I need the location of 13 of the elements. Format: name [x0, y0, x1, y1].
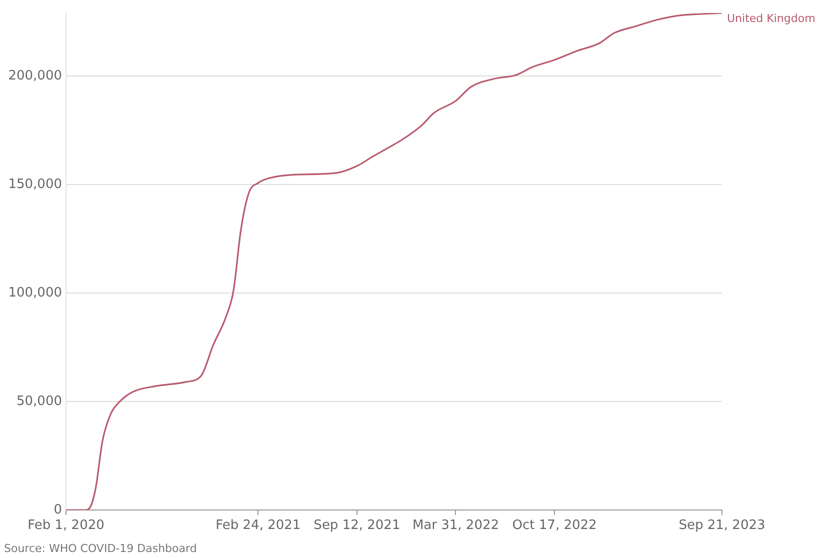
y-tick-label: 100,000 — [8, 285, 62, 300]
x-tick-label: Oct 17, 2022 — [512, 518, 597, 534]
y-tick-label: 0 — [54, 502, 62, 518]
series-label: United Kingdom — [727, 12, 816, 25]
y-tick-label: 50,000 — [16, 394, 62, 409]
source-note: Source: WHO COVID-19 Dashboard — [4, 542, 197, 555]
x-tick-label: Sep 21, 2023 — [678, 518, 766, 534]
x-tick-label: Sep 12, 2021 — [314, 518, 400, 534]
x-tick-label: Feb 1, 2020 — [28, 518, 104, 534]
x-tick-label: Feb 24, 2021 — [216, 518, 301, 534]
y-tick-label: 150,000 — [8, 176, 62, 192]
x-tick-label: Mar 31, 2022 — [412, 518, 500, 534]
y-tick-label: 200,000 — [8, 68, 62, 84]
